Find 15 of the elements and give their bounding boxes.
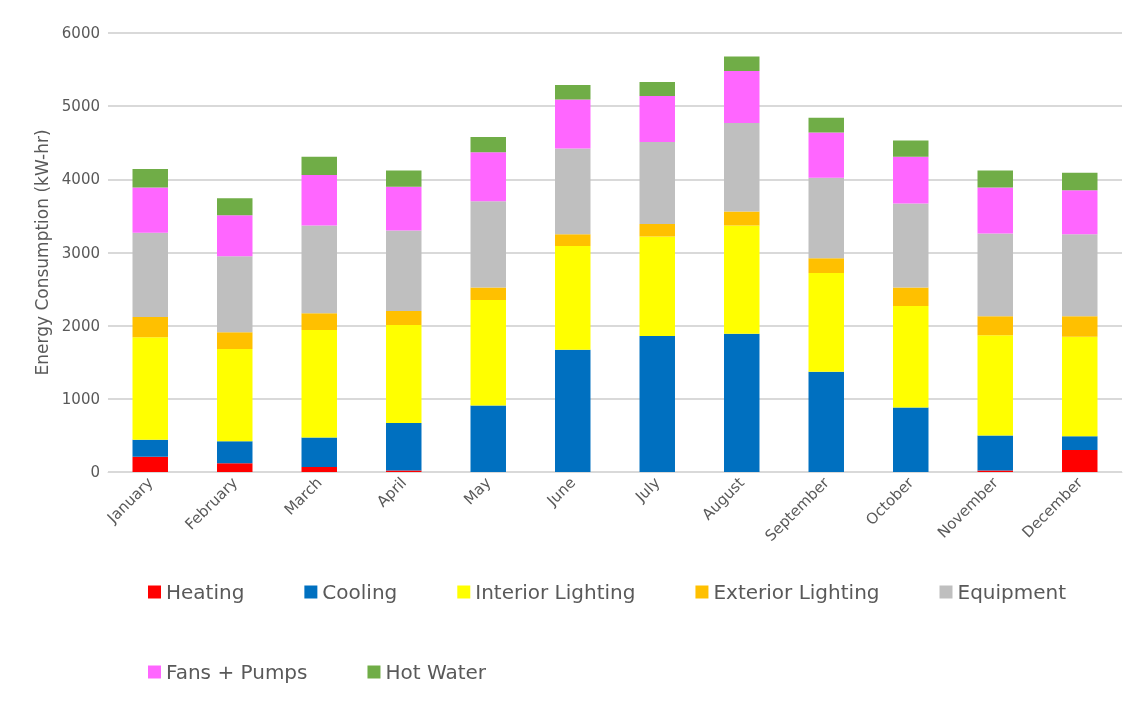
legend-label: Exterior Lighting	[713, 580, 880, 604]
legend-label: Interior Lighting	[475, 580, 636, 604]
y-tick-label: 1000	[61, 389, 100, 408]
legend-label: Equipment	[957, 580, 1067, 604]
legend-label: Hot Water	[385, 660, 487, 684]
legend-label: Cooling	[322, 580, 398, 604]
y-tick-label: 3000	[61, 243, 100, 262]
y-tick-label: 6000	[61, 24, 100, 42]
y-tick-label: 5000	[61, 97, 100, 116]
legend-label: Heating	[166, 580, 245, 604]
legend-label: Fans + Pumps	[166, 660, 308, 684]
y-axis-title: Energy Consumption (kW-hr)	[31, 129, 52, 376]
y-tick-label: 0	[90, 463, 100, 481]
y-tick-label: 4000	[61, 170, 100, 189]
y-tick-label: 2000	[61, 316, 100, 335]
